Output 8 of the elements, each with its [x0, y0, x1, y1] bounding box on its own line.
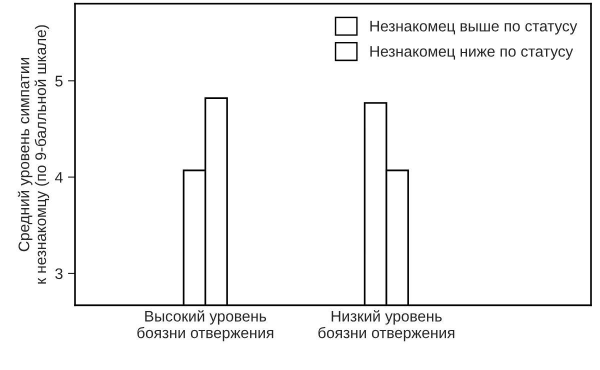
- y-axis-title: Средний уровень симпатии к незнакомцу (по 9-балльной шкале): [18, 25, 50, 284]
- legend-label: Незнакомец ниже по статусу: [370, 46, 574, 60]
- legend-label: Незнакомец выше по статусу: [370, 20, 578, 35]
- x-tick-label: Низкий уровень боязни отвержения: [318, 310, 454, 342]
- y-tick-label: 3: [55, 268, 63, 280]
- y-tick-label: 4: [55, 172, 63, 183]
- x-tick-label: Высокий уровень боязни отвержения: [137, 310, 274, 342]
- y-tick-label: 5: [55, 76, 63, 86]
